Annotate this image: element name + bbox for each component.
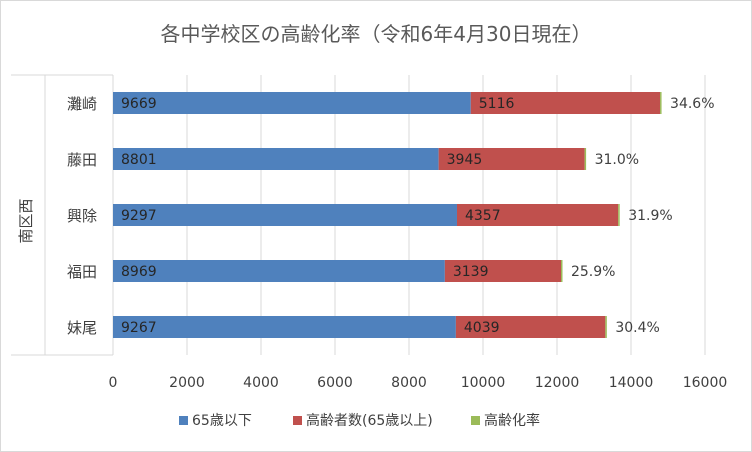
- category-label: 灘崎: [67, 95, 97, 113]
- axes: 0 2000 4000 6000 8000 10000 12000 14000 16000 南区西…: [11, 74, 728, 391]
- bar-under-65: [113, 260, 445, 282]
- bars: [113, 92, 662, 338]
- legend-entry: 高齢者数(65歳以上): [306, 412, 433, 429]
- data-label-over-65: 3945: [447, 152, 483, 168]
- x-tick-label: 8000: [391, 375, 427, 391]
- chart-title: 各中学校区の高齢化率（令和6年4月30日現在）: [161, 22, 592, 46]
- bar-under-65: [113, 316, 456, 338]
- data-label-rate: 25.9%: [571, 264, 615, 280]
- data-label-under-65: 9297: [121, 208, 157, 224]
- data-label-over-65: 5116: [479, 96, 515, 112]
- bar-under-65: [113, 148, 439, 170]
- bar-rate: [560, 260, 563, 282]
- legend-swatch: [471, 416, 480, 425]
- x-tick-label: 0: [109, 375, 118, 391]
- legend-swatch: [179, 416, 188, 425]
- bar-rate: [584, 148, 587, 170]
- bar-rate: [605, 316, 607, 338]
- data-label-rate: 34.6%: [670, 96, 714, 112]
- data-label-rate: 30.4%: [615, 320, 659, 336]
- data-label-over-65: 4357: [465, 208, 501, 224]
- bar-over-65: [444, 260, 561, 282]
- bar-over-65: [455, 316, 606, 338]
- x-tick-label: 4000: [243, 375, 279, 391]
- bar-over-65: [456, 204, 619, 226]
- data-label-under-65: 8801: [121, 152, 157, 168]
- data-label-rate: 31.0%: [595, 152, 639, 168]
- x-tick-label: 12000: [535, 375, 580, 391]
- data-labels: 9267 4039 30.4% 8969 3139 25.9% 9297 4357 31.9% 8…: [121, 96, 715, 336]
- x-tick-label: 10000: [461, 375, 506, 391]
- x-tick-label: 6000: [317, 375, 353, 391]
- x-tick-label: 16000: [683, 375, 728, 391]
- bar-rate: [660, 92, 662, 114]
- legend: 65歳以下 高齢者数(65歳以上) 高齢化率: [179, 412, 540, 429]
- data-label-rate: 31.9%: [628, 208, 672, 224]
- category-label: 興除: [67, 207, 97, 225]
- data-label-under-65: 9267: [121, 320, 157, 336]
- x-tick-label: 2000: [169, 375, 205, 391]
- bar-rate: [618, 204, 620, 226]
- data-label-over-65: 4039: [464, 320, 500, 336]
- category-label: 妹尾: [67, 319, 97, 337]
- data-label-under-65: 9669: [121, 96, 157, 112]
- category-label: 福田: [67, 263, 97, 281]
- legend-entry: 高齢化率: [484, 412, 540, 429]
- category-label: 藤田: [67, 151, 97, 169]
- legend-swatch: [293, 416, 302, 425]
- category-group-label: 南区西: [17, 198, 35, 243]
- bar-under-65: [113, 92, 471, 114]
- bar-under-65: [113, 204, 457, 226]
- data-label-over-65: 3139: [453, 264, 489, 280]
- legend-entry: 65歳以下: [192, 413, 252, 429]
- bar-over-65: [470, 92, 661, 114]
- bar-over-65: [438, 148, 585, 170]
- x-tick-label: 14000: [609, 375, 654, 391]
- data-label-under-65: 8969: [121, 264, 157, 280]
